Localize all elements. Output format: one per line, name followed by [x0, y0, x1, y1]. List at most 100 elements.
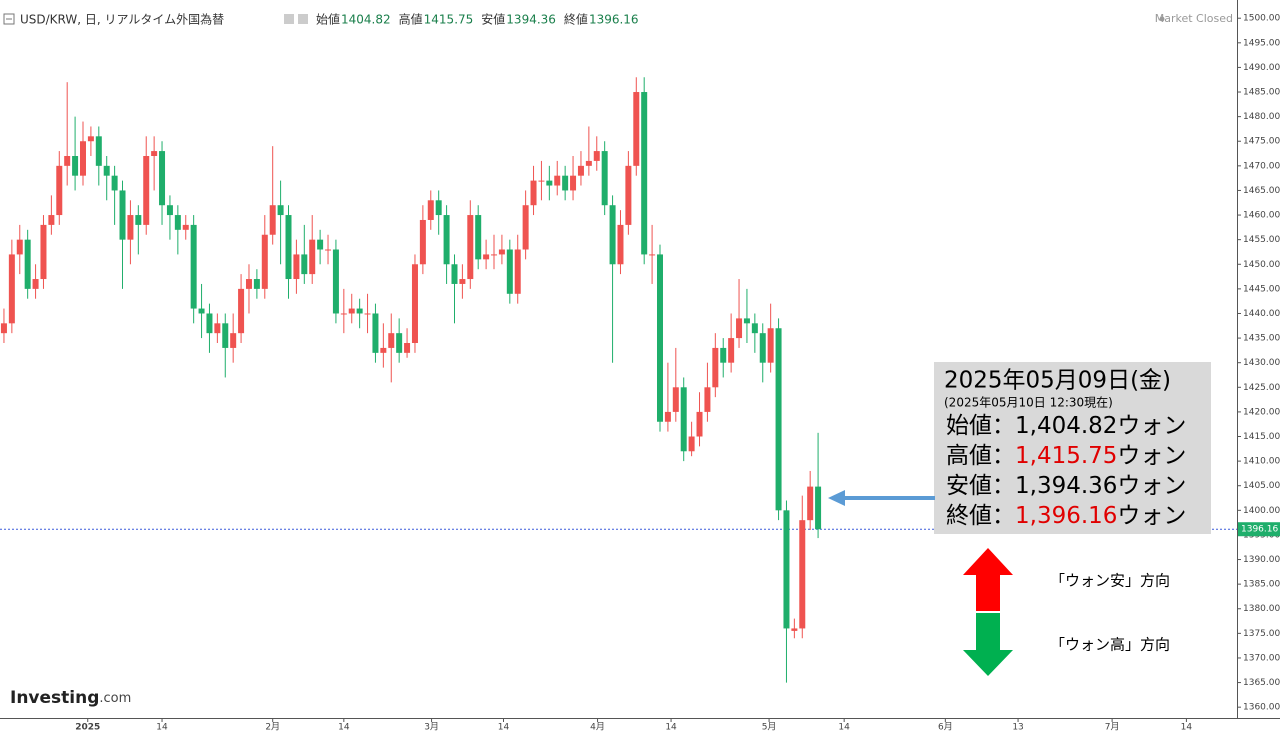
candle-body [483, 254, 490, 260]
candle-body [32, 279, 39, 289]
candle-body [783, 510, 790, 629]
ohlc-header: 始値 1404.82 高値 1415.75 安値 1394.36 終値 1396.16 [316, 12, 639, 27]
candle-body [767, 328, 774, 363]
y-tick-label: 1380.00 [1243, 604, 1280, 614]
candle-body [411, 264, 418, 344]
candle-body [24, 239, 31, 289]
candle-body [593, 151, 600, 161]
legend-down: 「ウォン高」方向 [1050, 636, 1170, 654]
y-tick-label: 1405.00 [1243, 481, 1280, 491]
candle-body [546, 180, 553, 186]
candle-body [443, 215, 450, 265]
candle-body [506, 249, 513, 294]
candle-body [459, 279, 466, 284]
annotation-unit: ウォン [1117, 473, 1186, 499]
candles [0, 77, 1237, 683]
y-tick-label: 1415.00 [1243, 432, 1280, 442]
candle-body [554, 175, 561, 186]
y-tick-label: 1470.00 [1243, 161, 1280, 171]
annotation-row: 終値：1,396.16ウォン [946, 503, 1186, 529]
candle-body [151, 151, 158, 157]
candle-body [340, 313, 347, 315]
y-tick-label: 1360.00 [1243, 703, 1280, 713]
ohlc-value: 1396.16 [589, 13, 639, 27]
candle-body [751, 323, 758, 334]
candle-body [601, 151, 608, 206]
candle-body [198, 308, 205, 314]
candle-body [317, 239, 324, 250]
candle-body [356, 308, 363, 314]
x-tick-label: 4月 [590, 722, 605, 733]
price-label-box [1238, 522, 1280, 537]
x-tick-label: 6月 [938, 722, 953, 733]
y-tick-label: 1385.00 [1243, 580, 1280, 590]
candle-body [491, 254, 498, 256]
candle-body [103, 165, 110, 176]
x-tick-label: 14 [665, 723, 677, 733]
candle-body [261, 234, 268, 289]
price-label: 1396.16 [1241, 525, 1278, 535]
y-tick-label: 1390.00 [1243, 555, 1280, 565]
annotation-unit: ウォン [1117, 503, 1186, 529]
candle-body [301, 254, 308, 275]
candle-body [159, 151, 166, 206]
candle-body [238, 288, 245, 334]
annotation-value: 1,404.82 [1015, 413, 1117, 439]
candle-body [277, 205, 284, 216]
ohlc-value: 1415.75 [424, 13, 474, 27]
annotation-date: 2025年05月09日(金) [944, 368, 1171, 394]
candle-body [332, 249, 339, 314]
annotation-box [934, 362, 1211, 534]
candle-body [293, 254, 300, 280]
candle-body [16, 239, 23, 255]
candle-body [625, 165, 632, 225]
candle-body [372, 313, 379, 353]
candle-body [309, 239, 316, 275]
x-tick-label: 14 [338, 723, 350, 733]
x-tick-label: 14 [838, 723, 850, 733]
logo-main: Investing [10, 688, 99, 708]
y-tick-label: 1490.00 [1243, 63, 1280, 73]
candle-body [799, 520, 806, 629]
settings-icon[interactable] [284, 14, 294, 24]
candle-body [522, 205, 529, 250]
x-tick-label: 2025 [75, 723, 100, 733]
candle-body [206, 313, 213, 334]
candle-body [127, 215, 134, 240]
annotation-row: 始値：1,404.82ウォン [946, 413, 1186, 439]
x-tick-label: 14 [156, 723, 168, 733]
down-arrow [963, 613, 1013, 676]
y-tick-label: 1420.00 [1243, 407, 1280, 417]
candle-body [585, 160, 592, 166]
candle-body [174, 215, 181, 230]
candle-body [380, 347, 387, 353]
candle-body [641, 92, 648, 255]
candle-body [807, 486, 814, 521]
ohlc-value: 1394.36 [506, 13, 556, 27]
settings-icon[interactable] [298, 14, 308, 24]
candle-body [538, 180, 545, 182]
ohlc-value: 1404.82 [341, 13, 391, 27]
grid: 1360.00 1365.00 1370.00 1375.00 1380.00 1385.… [75, 14, 1280, 733]
candle-body [475, 215, 482, 260]
candle-body [64, 156, 71, 166]
annotation-label: 始値： [946, 413, 1015, 439]
candle-body [0, 323, 7, 334]
annotation-label: 高値： [946, 443, 1015, 469]
candle-body [143, 156, 150, 225]
candle-body [364, 313, 371, 315]
candle-body [791, 628, 798, 631]
candle-body [696, 411, 703, 437]
candle-body [530, 180, 537, 206]
annotation-unit: ウォン [1117, 443, 1186, 469]
candle-body [656, 254, 663, 422]
collapse-icon[interactable] [3, 13, 15, 25]
y-tick-label: 1445.00 [1243, 284, 1280, 294]
candle-body [72, 156, 79, 176]
x-tick-label: 2月 [265, 722, 280, 733]
candle-body [135, 215, 142, 225]
x-tick-label: 14 [1181, 723, 1193, 733]
legend-up: 「ウォン安」方向 [1050, 572, 1170, 590]
y-tick-label: 1460.00 [1243, 211, 1280, 221]
logo-suffix: .com [99, 691, 131, 706]
